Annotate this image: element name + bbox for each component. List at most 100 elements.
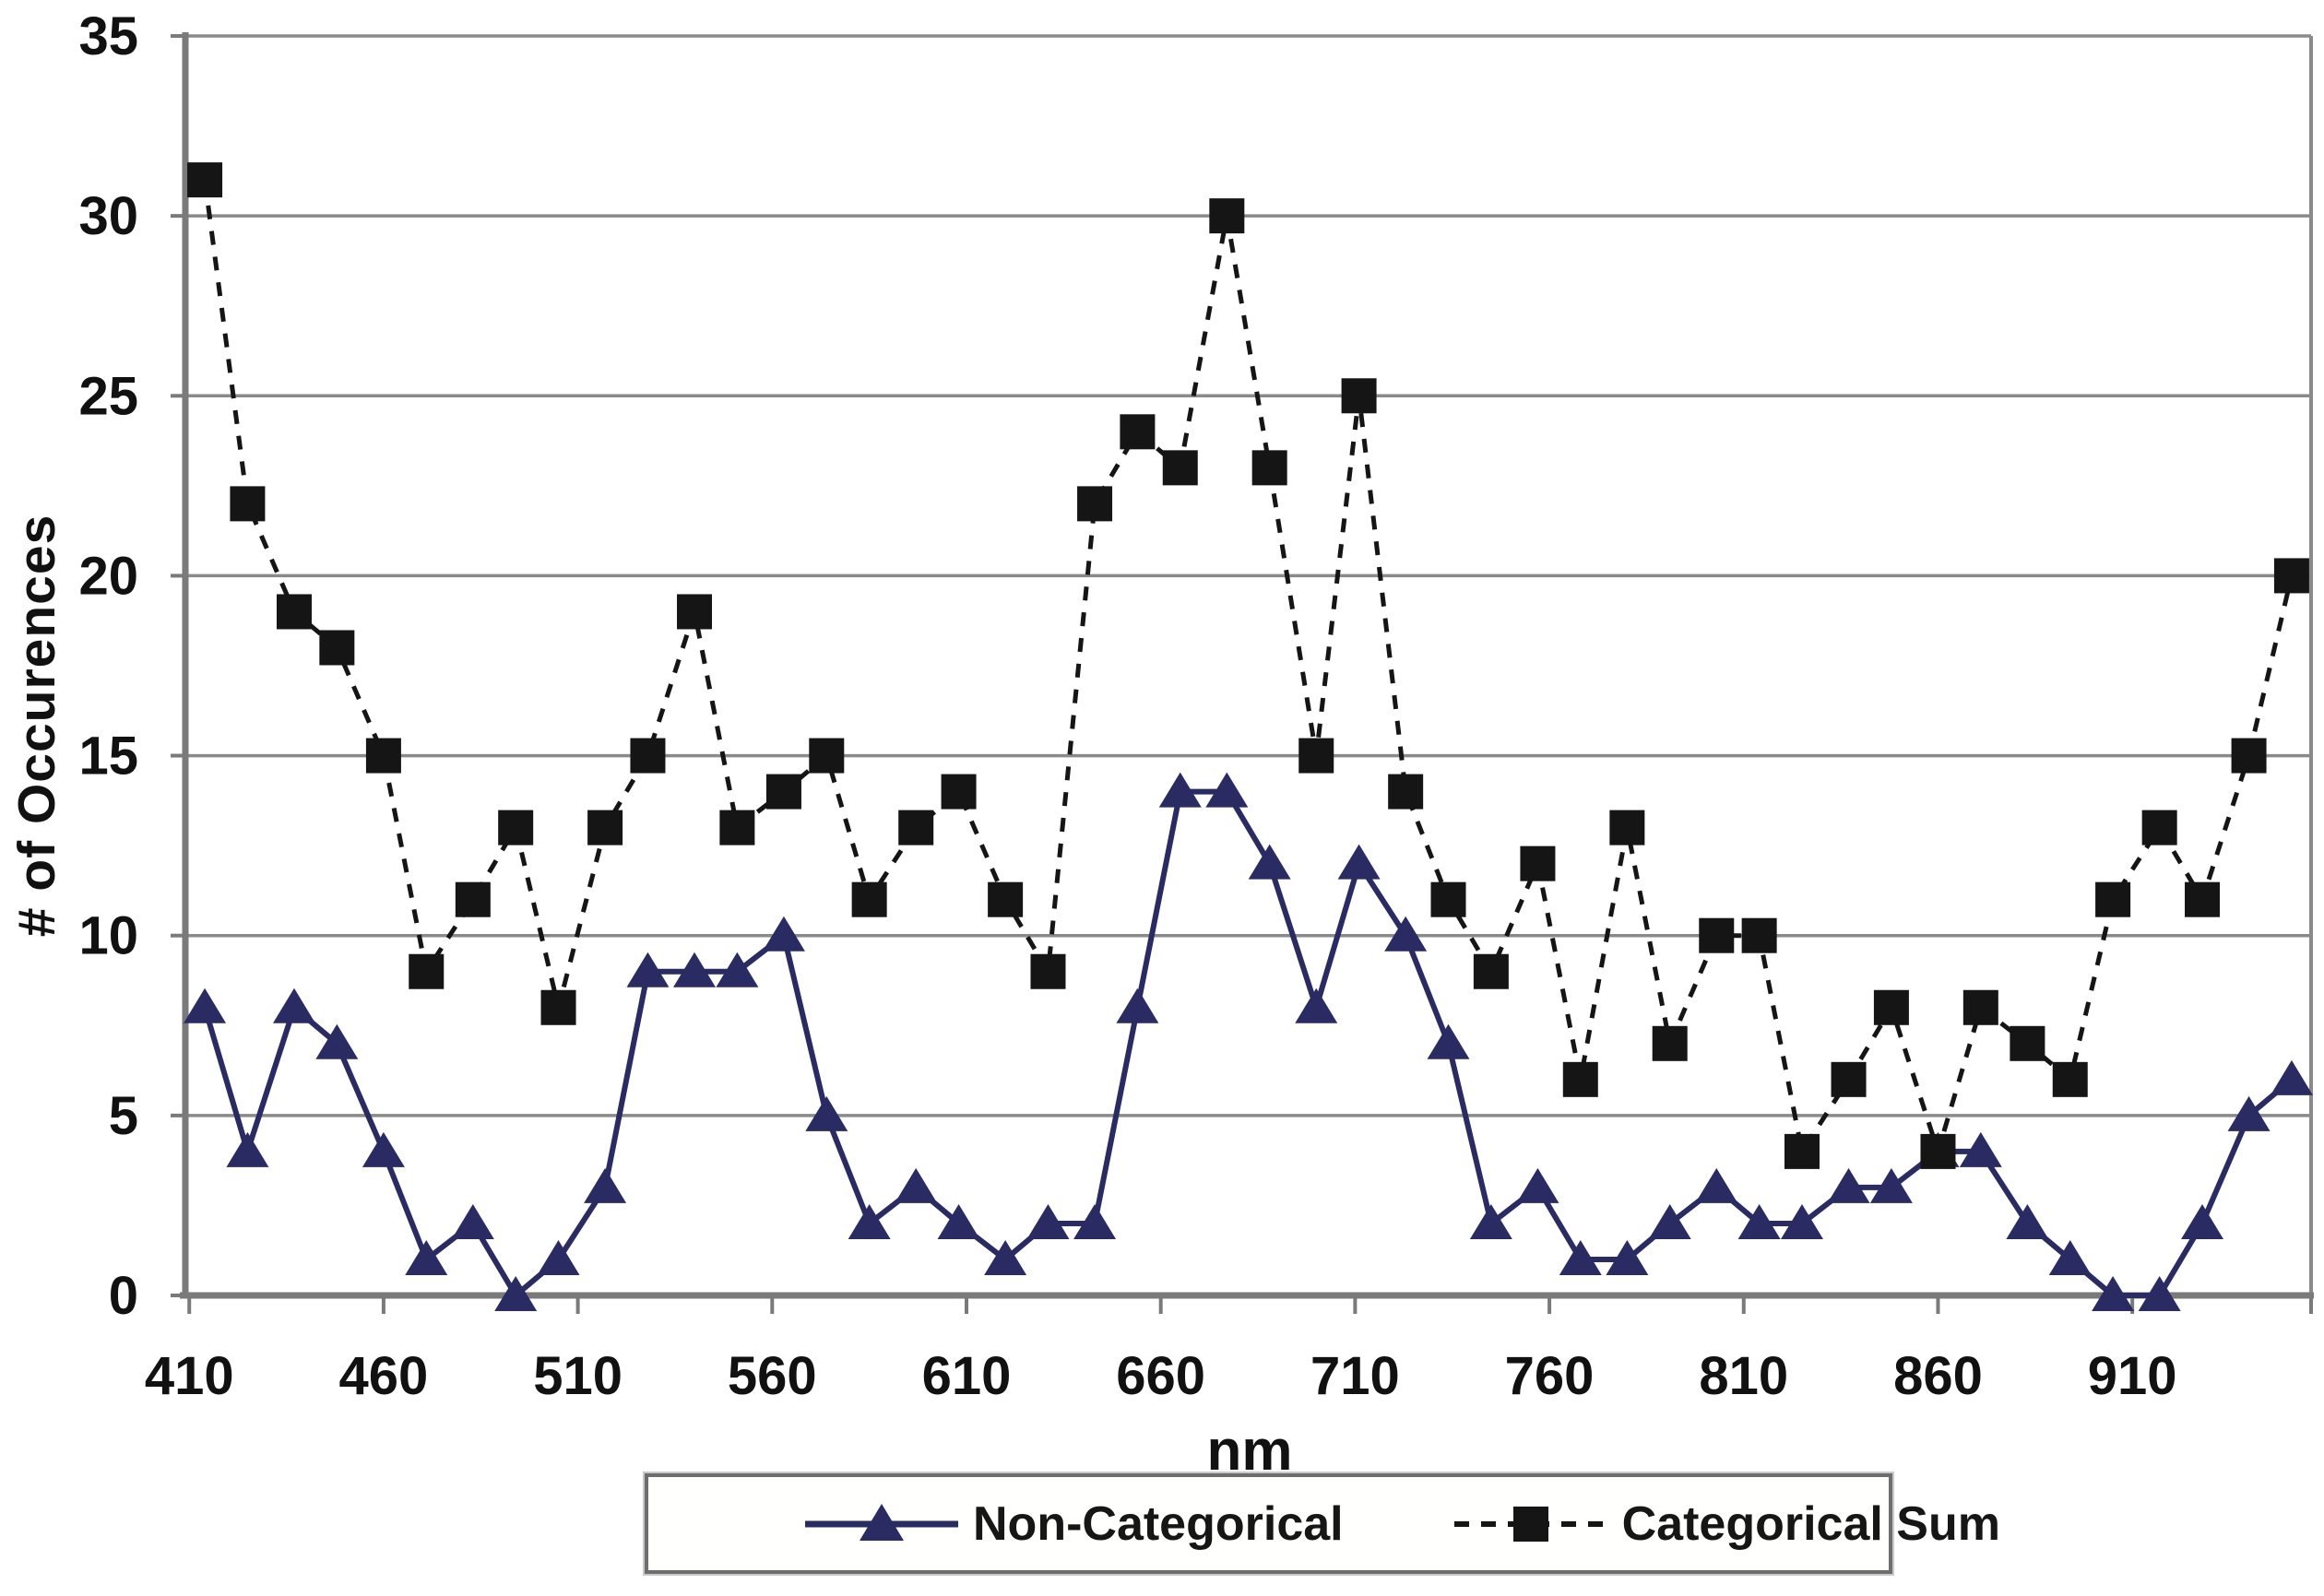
- data-point-triangle: [1469, 1203, 1512, 1239]
- data-point-triangle: [2270, 1059, 2313, 1095]
- data-point-triangle: [272, 987, 315, 1023]
- data-point-triangle: [1648, 1203, 1691, 1239]
- data-point-triangle: [537, 1239, 580, 1275]
- y-tick-label: 35: [78, 6, 138, 66]
- data-point-triangle: [226, 1131, 269, 1167]
- data-point-triangle: [1959, 1131, 2002, 1167]
- data-point-square: [276, 594, 312, 630]
- y-tick-label: 15: [78, 727, 138, 786]
- data-point-square: [2010, 1025, 2045, 1061]
- y-tick-label: 30: [78, 186, 138, 246]
- data-point-square: [1741, 917, 1777, 953]
- data-point-triangle: [1427, 1023, 1470, 1059]
- data-point-square: [1162, 450, 1198, 486]
- y-tick-label: 5: [109, 1086, 138, 1146]
- data-point-triangle: [848, 1203, 891, 1239]
- data-point-triangle: [451, 1203, 494, 1239]
- data-point-square: [2231, 738, 2267, 774]
- data-point-square: [1609, 810, 1645, 845]
- data-point-square: [1784, 1133, 1820, 1169]
- data-point-triangle: [805, 1095, 848, 1131]
- data-point-square: [2095, 881, 2131, 917]
- x-axis-title: nm: [1206, 1419, 1293, 1483]
- data-point-triangle: [673, 952, 717, 987]
- data-point-triangle: [716, 952, 759, 987]
- data-point-square: [765, 774, 801, 810]
- data-point-square: [898, 810, 934, 845]
- data-point-square: [1962, 989, 1998, 1025]
- data-point-triangle: [1606, 1239, 1649, 1275]
- data-point-square: [988, 881, 1024, 917]
- data-point-square: [1209, 198, 1245, 234]
- data-point-triangle: [2138, 1276, 2181, 1311]
- data-point-square: [455, 881, 491, 917]
- data-point-triangle: [1695, 1167, 1738, 1203]
- data-point-triangle: [1337, 844, 1381, 880]
- non-categorical-sample-icon: [805, 1503, 958, 1541]
- data-point-triangle: [1116, 987, 1159, 1023]
- legend-label: Categorical Sum: [1621, 1496, 2000, 1551]
- data-point-square: [1341, 378, 1377, 414]
- data-point-triangle: [362, 1131, 405, 1167]
- data-point-triangle: [1158, 772, 1202, 808]
- x-tick-label: 760: [1505, 1346, 1595, 1406]
- data-point-triangle: [2181, 1203, 2224, 1239]
- y-tick-label: 20: [78, 546, 138, 606]
- data-point-square: [365, 738, 401, 774]
- x-tick-label: 660: [1116, 1346, 1205, 1406]
- data-point-square: [1030, 953, 1066, 989]
- data-point-triangle: [1248, 844, 1291, 880]
- data-point-triangle: [2092, 1276, 2135, 1311]
- data-point-square: [409, 953, 445, 989]
- data-point-triangle: [984, 1239, 1027, 1275]
- categorical-sum-sample-icon: [1453, 1506, 1607, 1542]
- x-tick-label: 460: [339, 1346, 429, 1406]
- data-point-square: [1388, 774, 1424, 810]
- data-point-square: [1831, 1061, 1867, 1097]
- x-tick-label: 610: [922, 1346, 1012, 1406]
- legend-item-categorical-sum: Categorical Sum: [1452, 1496, 2000, 1552]
- y-tick-label: 0: [109, 1266, 138, 1326]
- data-point-triangle: [1384, 916, 1428, 952]
- data-point-triangle: [584, 1167, 627, 1203]
- data-point-triangle: [1869, 1167, 1913, 1203]
- data-point-square: [587, 810, 623, 845]
- data-point-square: [630, 738, 666, 774]
- data-point-triangle: [1559, 1239, 1602, 1275]
- data-point-square: [1430, 881, 1466, 917]
- data-point-triangle: [626, 952, 670, 987]
- data-point-square: [1562, 1061, 1598, 1097]
- data-point-triangle: [405, 1239, 448, 1275]
- data-point-triangle: [184, 987, 227, 1023]
- legend: Non-Categorical Categorical Sum: [645, 1473, 2000, 1574]
- data-point-triangle: [315, 1023, 359, 1059]
- data-point-triangle: [895, 1167, 938, 1203]
- data-point-square: [719, 810, 755, 845]
- data-point-square: [1873, 989, 1909, 1025]
- data-point-triangle: [2227, 1095, 2271, 1131]
- data-point-triangle: [937, 1203, 980, 1239]
- series-line-categorical-sum: [202, 179, 2294, 1154]
- x-tick-label: 710: [1310, 1346, 1400, 1406]
- data-point-triangle: [1827, 1167, 1870, 1203]
- data-point-triangle: [1026, 1203, 1070, 1239]
- data-point-triangle: [1295, 987, 1338, 1023]
- data-point-triangle: [2048, 1239, 2092, 1275]
- data-point-square: [2185, 881, 2221, 917]
- y-tick-label: 10: [78, 906, 138, 966]
- x-tick-label: 910: [2088, 1346, 2177, 1406]
- data-point-square: [2273, 558, 2309, 594]
- data-point-triangle: [1780, 1203, 1823, 1239]
- data-point-square: [1298, 738, 1334, 774]
- data-point-triangle: [1737, 1203, 1781, 1239]
- data-point-square: [1920, 1133, 1956, 1169]
- data-point-triangle: [1073, 1203, 1117, 1239]
- series-line-non-categorical: [202, 788, 2294, 1298]
- data-point-square: [1652, 1025, 1688, 1061]
- data-point-triangle: [1205, 772, 1249, 808]
- data-point-square: [1699, 917, 1735, 953]
- data-point-square: [319, 630, 355, 666]
- data-point-triangle: [762, 916, 805, 952]
- data-point-square: [540, 989, 576, 1025]
- data-point-square: [851, 881, 887, 917]
